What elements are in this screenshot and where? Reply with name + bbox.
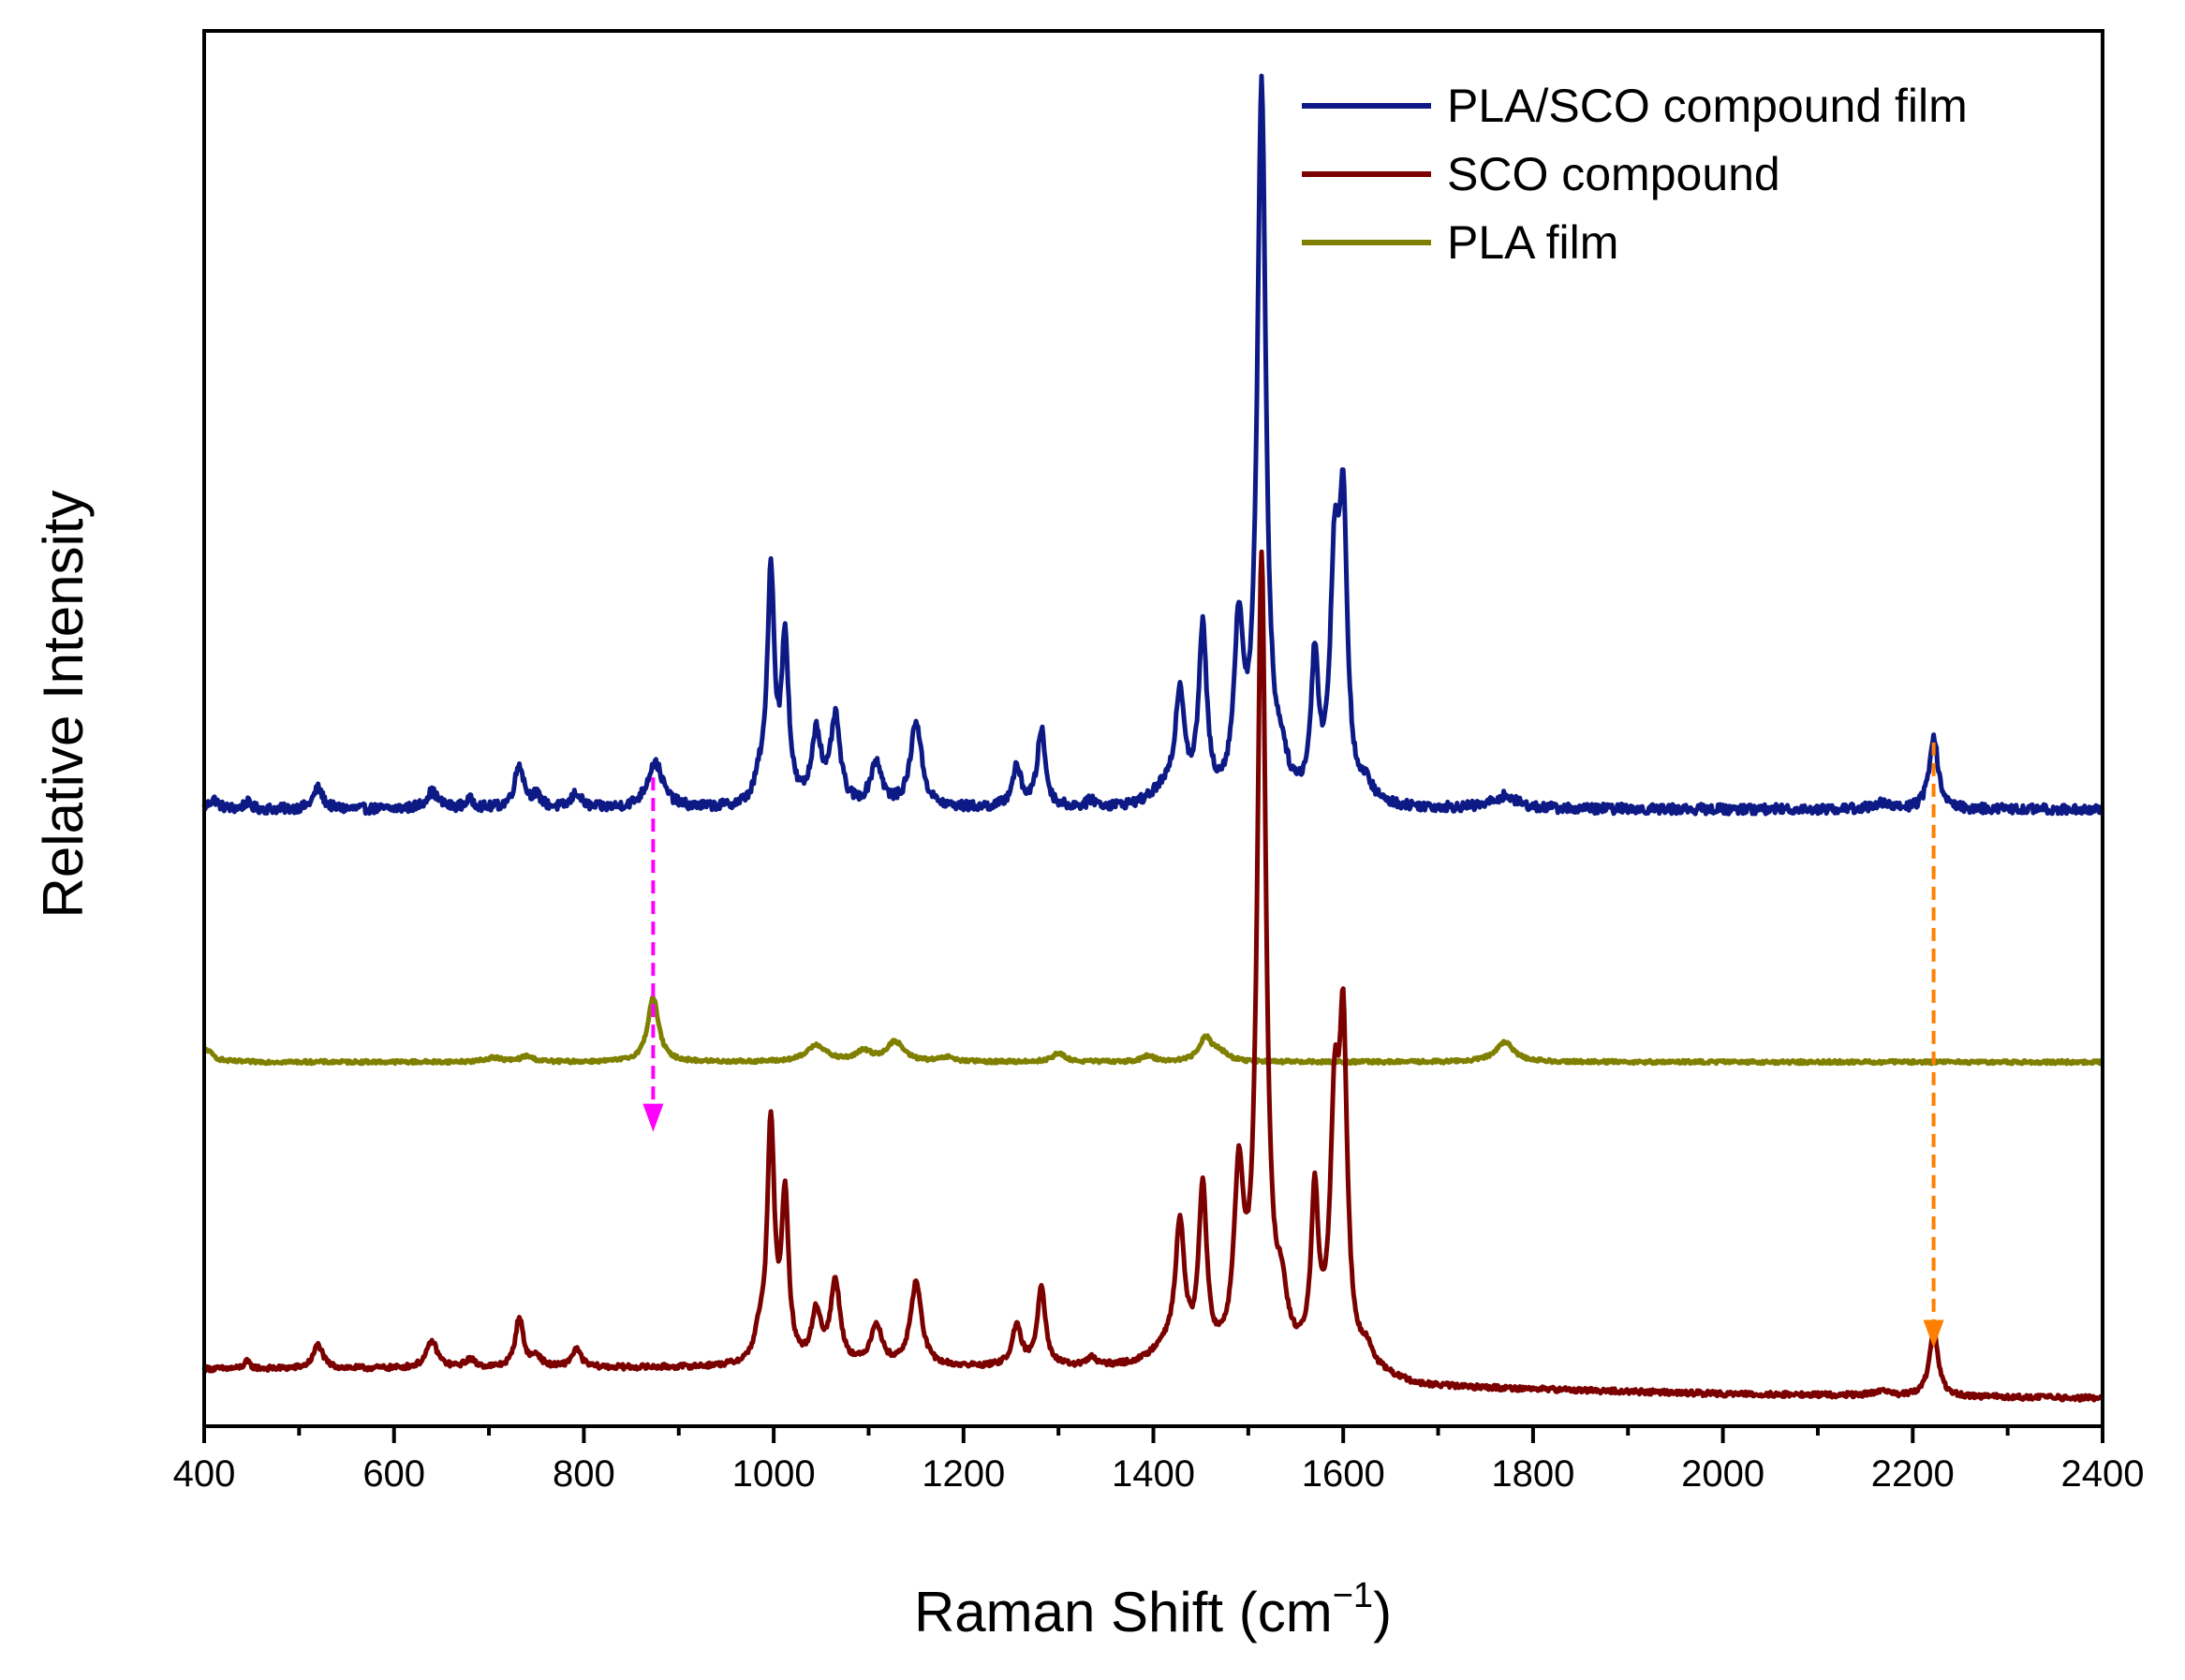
x-axis-title-close: ): [1373, 1581, 1392, 1643]
x-tick-label: 1400: [1112, 1453, 1195, 1495]
series-line-pla-sco-compound-film: [201, 73, 2105, 817]
x-tick-label: 1200: [922, 1453, 1005, 1495]
x-tick-label: 2200: [1871, 1453, 1955, 1495]
x-axis-title-superscript: −1: [1333, 1576, 1373, 1615]
annotation-arrow-0-head: [642, 1103, 664, 1132]
x-tick-label: 600: [362, 1453, 425, 1495]
x-tick-label: 1800: [1491, 1453, 1574, 1495]
x-tick-label: 400: [173, 1453, 236, 1495]
x-tick-label: 800: [553, 1453, 615, 1495]
x-axis-ticks: 400 600 800 1000 1200 1400 1600 1800 2000 2200 240…: [173, 1426, 2145, 1495]
legend: PLA/SCO compound film SCO compound PLA f…: [1302, 80, 1968, 269]
x-tick-label: 1000: [732, 1453, 816, 1495]
annotation-layer: [642, 742, 1944, 1348]
x-tick-label: 1600: [1302, 1453, 1385, 1495]
legend-label-pla-sco-film: PLA/SCO compound film: [1447, 80, 1968, 132]
annotation-arrow-1-head: [1923, 1319, 1944, 1348]
y-axis-title: Relative Intensity: [32, 491, 95, 919]
legend-label-sco-compound: SCO compound: [1447, 148, 1780, 200]
x-tick-label: 2400: [2061, 1453, 2145, 1495]
x-axis-title: Raman Shift (cm−1): [914, 1576, 1392, 1643]
series-line-pla-film: [202, 995, 2105, 1067]
x-tick-label: 2000: [1681, 1453, 1764, 1495]
series-line-sco-compound: [201, 549, 2105, 1403]
series-layer: [201, 73, 2105, 1403]
legend-label-pla-film: PLA film: [1447, 216, 1618, 269]
